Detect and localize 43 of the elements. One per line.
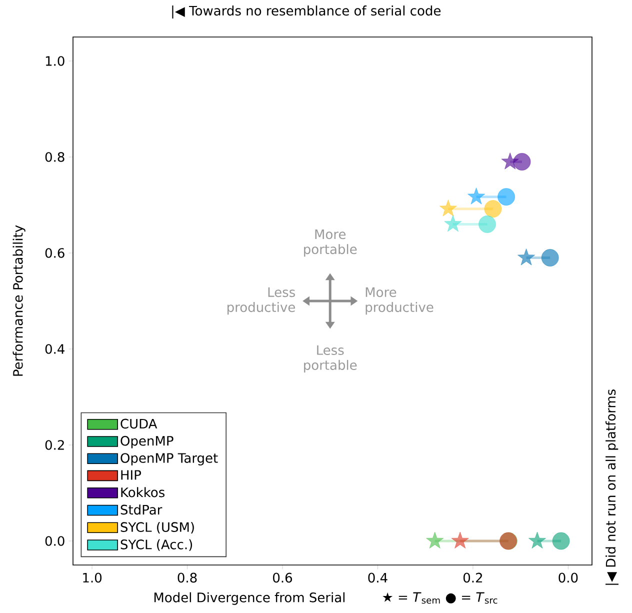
x-axis-title: Model Divergence from Serial [154, 592, 345, 605]
point [552, 532, 570, 550]
point [513, 153, 531, 170]
legend-label: OpenMP [120, 436, 174, 448]
y-tick-label: 0.4 [45, 344, 64, 354]
y-tick-label: 0.2 [45, 440, 64, 450]
legend-label: Kokkos [121, 487, 164, 498]
y-tick-label: 0.8 [45, 152, 64, 162]
point [518, 248, 536, 266]
point [528, 532, 546, 548]
x-tick-label: 0.4 [368, 572, 388, 583]
point [501, 152, 519, 170]
point [439, 200, 457, 216]
y-tick-label: 0.6 [45, 248, 64, 258]
x-tick-label: 0.0 [558, 572, 578, 583]
point [541, 249, 559, 266]
y-tick-label: 1.0 [46, 56, 64, 66]
annotation: Less portable [304, 345, 357, 372]
x-tick-label: 0.6 [273, 572, 292, 583]
x-tick-label: 1.0 [83, 572, 102, 583]
point [468, 188, 486, 204]
legend-label: CUDA [120, 418, 158, 429]
legend-label: SYCL (Acc.) [120, 539, 192, 551]
point [451, 532, 469, 548]
text: ★ = T$_{sem}$ ● = T$_{src}$ [382, 592, 498, 604]
x-tick-label: 0.8 [178, 572, 197, 583]
x-tick-label: 0.2 [463, 572, 482, 583]
text: |◀ Towards no resemblance of serial code [172, 6, 441, 18]
legend-label: OpenMP Target [120, 453, 218, 466]
legend-label: StdPar [120, 504, 162, 515]
legend-label: HIP [121, 470, 141, 480]
point [444, 214, 462, 232]
point [478, 215, 496, 233]
point [426, 532, 444, 548]
y-axis-title: Performance Portability [12, 225, 26, 376]
point [484, 200, 502, 218]
legend-label: SYCL (USM) [120, 522, 194, 534]
annotation: Less productive [228, 287, 295, 315]
annotation: More productive [366, 287, 434, 315]
text: |◀ Did not run on all platforms [606, 390, 619, 585]
y-tick-label: 0.0 [45, 536, 64, 546]
point [498, 188, 515, 206]
annotation: More portable [304, 229, 357, 257]
